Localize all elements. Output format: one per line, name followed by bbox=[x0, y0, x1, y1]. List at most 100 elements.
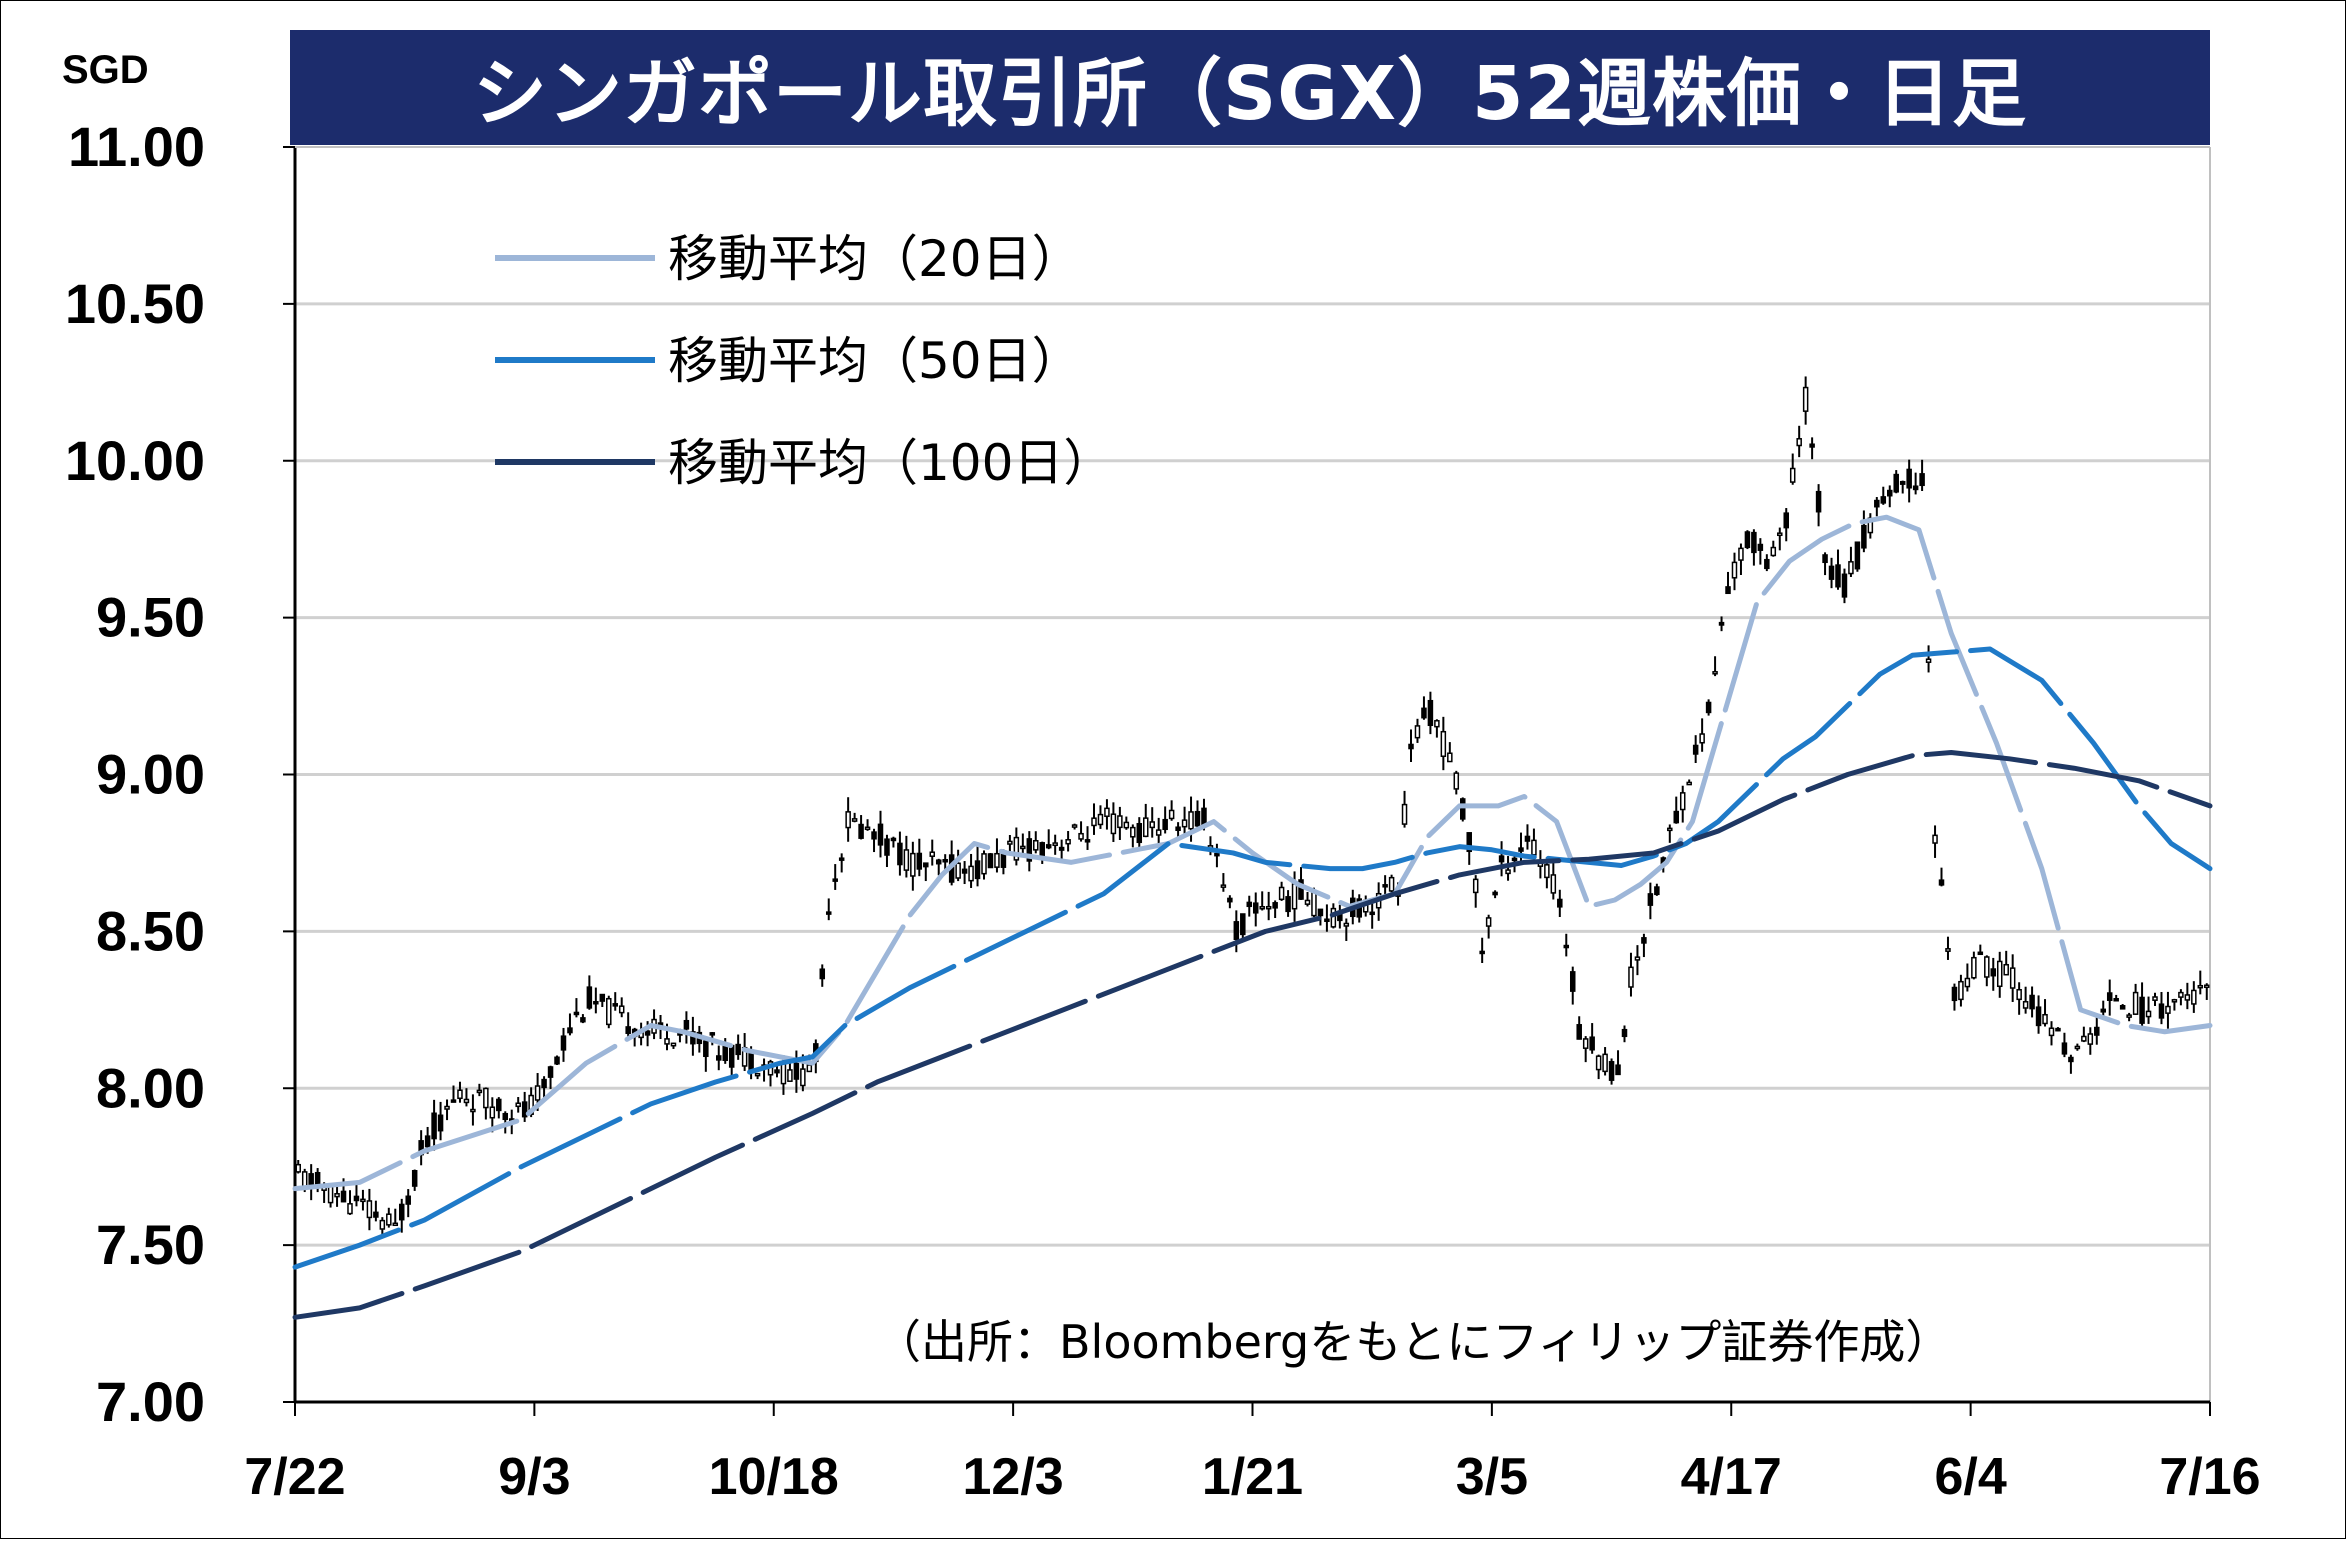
candle bbox=[1175, 822, 1181, 838]
candle bbox=[567, 1013, 573, 1036]
candle bbox=[470, 1094, 476, 1126]
candle bbox=[1278, 881, 1285, 901]
candle bbox=[1718, 616, 1725, 632]
candle bbox=[347, 1190, 353, 1215]
candle bbox=[1835, 549, 1841, 590]
candle bbox=[308, 1164, 314, 1201]
candle bbox=[1505, 856, 1511, 881]
candle bbox=[1155, 817, 1162, 847]
legend-label: 移動平均（100日） bbox=[668, 434, 1113, 492]
candle bbox=[974, 846, 981, 887]
candle bbox=[1654, 883, 1660, 896]
candle bbox=[593, 987, 599, 1014]
candle bbox=[1595, 1054, 1602, 1080]
candle bbox=[2106, 979, 2113, 1016]
candle bbox=[1867, 513, 1874, 539]
candle bbox=[1582, 1036, 1589, 1063]
candle bbox=[1809, 437, 1815, 460]
candle bbox=[955, 849, 961, 882]
candle bbox=[916, 838, 923, 877]
candle bbox=[1796, 425, 1802, 458]
candle bbox=[618, 997, 625, 1018]
candle bbox=[366, 1188, 373, 1231]
candle bbox=[1958, 974, 1964, 1007]
chart-title: シンガポール取引所（SGX）52週株価・日足 bbox=[290, 30, 2210, 145]
candle bbox=[1667, 824, 1673, 843]
candle bbox=[2126, 1012, 2132, 1022]
candle bbox=[334, 1184, 340, 1207]
candle bbox=[2022, 986, 2029, 1014]
candle bbox=[1007, 835, 1013, 853]
candle bbox=[1324, 904, 1330, 932]
candle bbox=[1557, 889, 1563, 918]
candle bbox=[463, 1088, 470, 1107]
candle bbox=[450, 1085, 457, 1103]
candle bbox=[411, 1169, 418, 1191]
candle bbox=[1071, 823, 1078, 830]
y-tick-label: 10.00 bbox=[65, 429, 205, 492]
candle bbox=[1537, 850, 1544, 879]
candle bbox=[1227, 895, 1233, 909]
candle bbox=[1815, 484, 1822, 527]
candle bbox=[437, 1101, 444, 1141]
candle bbox=[547, 1065, 554, 1089]
candle bbox=[1990, 957, 1997, 991]
candle bbox=[1912, 472, 1919, 495]
candle bbox=[444, 1099, 450, 1121]
candle bbox=[2204, 983, 2210, 1000]
candle bbox=[1149, 807, 1155, 838]
candle bbox=[2139, 982, 2145, 1031]
candle bbox=[1453, 770, 1460, 795]
candle bbox=[1091, 803, 1097, 835]
candle bbox=[864, 819, 871, 831]
candle bbox=[1861, 510, 1867, 553]
candle bbox=[1589, 1023, 1595, 1054]
y-tick-label: 7.00 bbox=[96, 1370, 205, 1433]
candle bbox=[1893, 470, 1899, 494]
candle bbox=[2158, 992, 2165, 1025]
candle bbox=[2197, 970, 2204, 995]
candle bbox=[1984, 955, 1990, 987]
candle bbox=[1214, 843, 1220, 868]
candle bbox=[1880, 486, 1887, 505]
candle bbox=[1272, 900, 1278, 919]
candle bbox=[1964, 963, 1971, 992]
candle bbox=[1265, 891, 1272, 921]
candle bbox=[1136, 817, 1143, 849]
candle bbox=[838, 853, 845, 873]
x-tick-label: 7/22 bbox=[244, 1448, 345, 1506]
candle bbox=[1699, 718, 1705, 752]
gridlines bbox=[295, 302, 2210, 1247]
candle bbox=[1013, 827, 1020, 866]
candle bbox=[418, 1130, 424, 1166]
candle bbox=[703, 1038, 709, 1072]
candle bbox=[1408, 729, 1414, 763]
candle bbox=[1628, 952, 1634, 997]
candle bbox=[735, 1034, 741, 1060]
candle bbox=[2048, 1021, 2055, 1046]
candle bbox=[1738, 543, 1744, 576]
candle bbox=[1854, 541, 1861, 572]
candle bbox=[981, 850, 987, 880]
candle bbox=[987, 852, 994, 869]
candle bbox=[1220, 873, 1227, 892]
candle bbox=[1550, 861, 1557, 900]
candle bbox=[573, 998, 580, 1018]
candle bbox=[1679, 785, 1686, 823]
candle bbox=[1686, 779, 1692, 786]
candle bbox=[2009, 954, 2016, 1002]
candle bbox=[1925, 645, 1932, 673]
candle bbox=[2074, 1043, 2081, 1051]
candle bbox=[1777, 527, 1783, 551]
candle bbox=[890, 836, 897, 848]
y-axis-unit: SGD bbox=[62, 48, 149, 92]
candle bbox=[670, 1042, 677, 1049]
candle bbox=[2055, 1027, 2061, 1032]
candle bbox=[910, 841, 916, 891]
candle bbox=[1414, 718, 1421, 743]
candle bbox=[1945, 936, 1951, 960]
candle bbox=[1026, 831, 1033, 872]
candle bbox=[1744, 530, 1751, 550]
candle bbox=[2145, 996, 2152, 1024]
candle bbox=[935, 858, 942, 876]
